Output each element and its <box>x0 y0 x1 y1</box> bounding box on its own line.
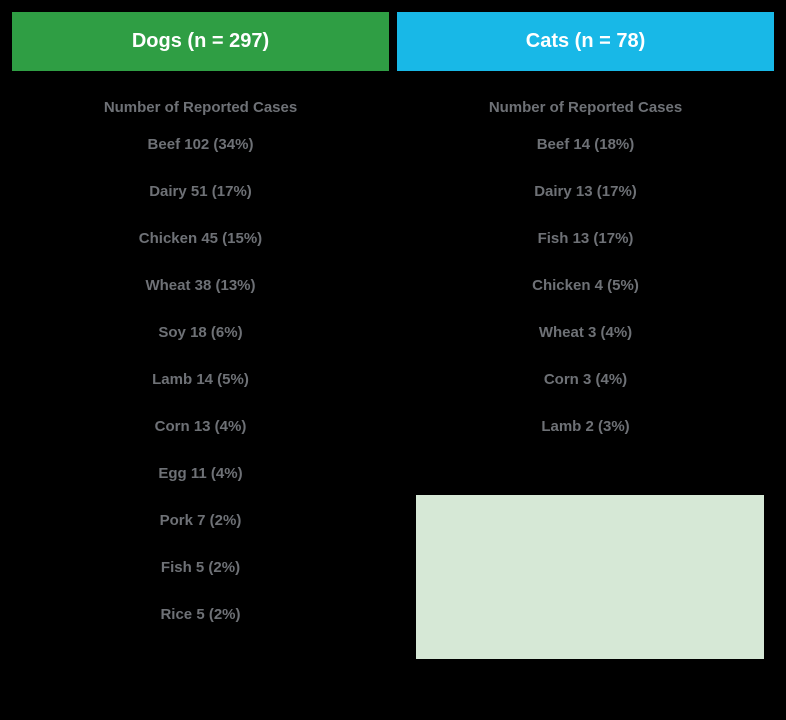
list-item: Fish 5 (2%) <box>12 559 389 576</box>
dogs-subheader: Number of Reported Cases <box>12 99 389 116</box>
cats-subheader: Number of Reported Cases <box>397 99 774 116</box>
list-item: Egg 11 (4%) <box>12 465 389 482</box>
cats-items: Beef 14 (18%) Dairy 13 (17%) Fish 13 (17%)… <box>397 136 774 465</box>
list-item: Corn 13 (4%) <box>12 418 389 435</box>
list-item: Chicken 4 (5%) <box>397 277 774 294</box>
list-item: Lamb 14 (5%) <box>12 371 389 388</box>
list-item: Pork 7 (2%) <box>12 512 389 529</box>
list-item: Dairy 13 (17%) <box>397 183 774 200</box>
dogs-column: Dogs (n = 297) Number of Reported Cases … <box>12 12 389 653</box>
list-item: Rice 5 (2%) <box>12 606 389 623</box>
dogs-header: Dogs (n = 297) <box>12 12 389 71</box>
pale-box <box>416 495 764 659</box>
dogs-items: Beef 102 (34%) Dairy 51 (17%) Chicken 45 (… <box>12 136 389 653</box>
list-item: Chicken 45 (15%) <box>12 230 389 247</box>
list-item: Wheat 3 (4%) <box>397 324 774 341</box>
list-item: Wheat 38 (13%) <box>12 277 389 294</box>
list-item: Lamb 2 (3%) <box>397 418 774 435</box>
list-item: Soy 18 (6%) <box>12 324 389 341</box>
list-item: Beef 102 (34%) <box>12 136 389 153</box>
list-item: Corn 3 (4%) <box>397 371 774 388</box>
list-item: Dairy 51 (17%) <box>12 183 389 200</box>
list-item: Beef 14 (18%) <box>397 136 774 153</box>
list-item: Fish 13 (17%) <box>397 230 774 247</box>
cats-header: Cats (n = 78) <box>397 12 774 71</box>
